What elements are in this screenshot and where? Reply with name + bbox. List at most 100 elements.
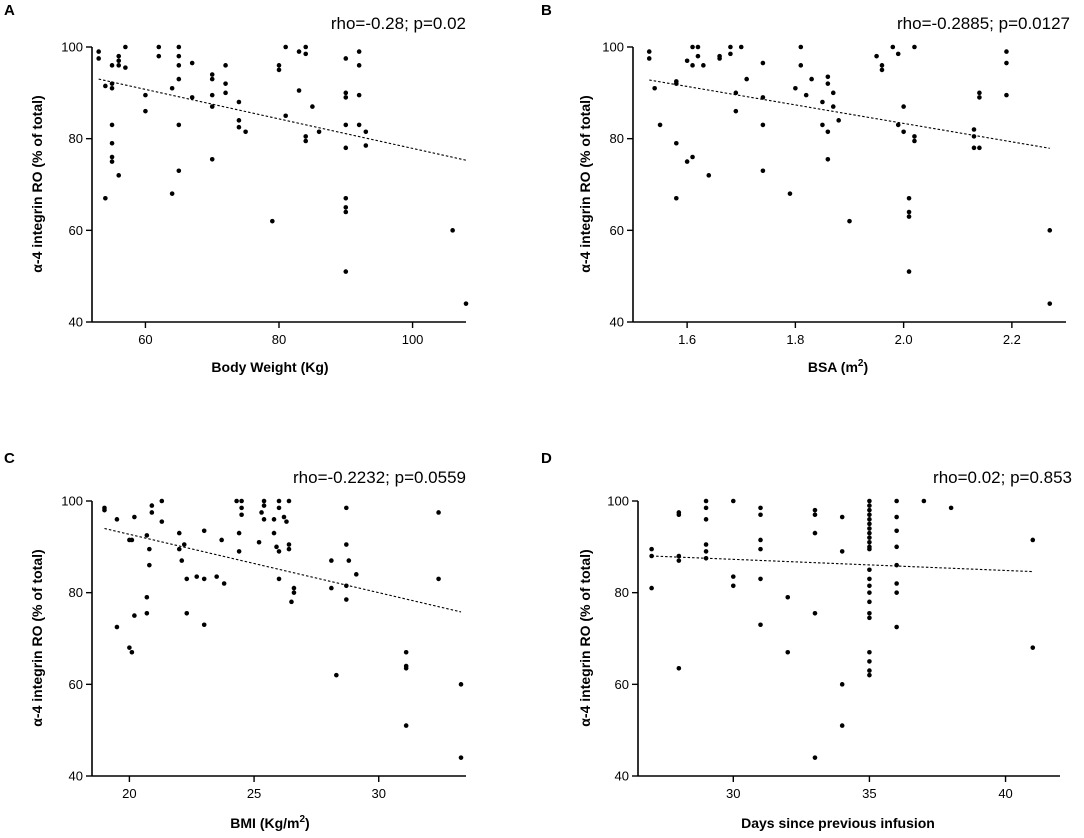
panel-a-data-point [143, 108, 148, 114]
panel-a-data-point [209, 72, 215, 77]
panel-c-data-point [403, 649, 409, 655]
panel-b-x-tick-label: 1.6 [678, 332, 696, 347]
panel-d-data-point [894, 581, 899, 586]
panel-c-x-tick-label: 30 [371, 786, 385, 801]
panel-a-x-tick-label: 60 [138, 332, 152, 347]
panel-c-data-point [329, 585, 334, 591]
panel-d-data-point [867, 583, 872, 589]
panel-a-data-point [96, 49, 101, 54]
panel-a-y-tick-label: 60 [69, 223, 83, 238]
panel-b-data-point [874, 53, 879, 59]
panel-c-data-point [127, 645, 132, 650]
panel-c-data-point [194, 574, 200, 579]
panel-d-data-point [839, 514, 845, 520]
panel-d-data-point [758, 622, 763, 628]
panel-b-data-point [825, 81, 831, 86]
panel-c-data-point [346, 558, 352, 563]
panel-a: A rho=-0.28; p=0.02 α-4 integrin RO (% o… [4, 2, 469, 375]
panel-a-annotation: rho=-0.28; p=0.02 [331, 14, 466, 33]
panel-b-data-point [760, 122, 766, 128]
panel-d-data-point [703, 549, 709, 554]
panel-d-data-point [812, 755, 818, 760]
panel-b-y-tick-label: 100 [602, 40, 624, 55]
panel-d-x-tick-label: 40 [998, 786, 1012, 801]
panel-b-data-point [787, 191, 793, 196]
panel-a-data-point [156, 53, 162, 59]
panel-b-annotation: rho=-0.2885; p=0.0127 [897, 14, 1070, 33]
panel-b-data-point [793, 85, 798, 91]
panel-d-data-point [867, 539, 872, 545]
panel-b-data-point [901, 129, 906, 135]
panel-d-data-point [867, 498, 872, 504]
panel-a-data-point [343, 209, 349, 215]
panel-a-data-point [343, 122, 349, 128]
panel-b-data-point [744, 76, 749, 82]
panel-b-data-point [836, 118, 841, 123]
panel-c-data-point [201, 622, 207, 628]
panel-c-data-point [159, 498, 165, 504]
panel-c-data-point [239, 512, 244, 518]
panel-a-data-point [176, 76, 182, 82]
panel-b-data-point [906, 209, 912, 215]
panel-a-data-point [303, 51, 309, 57]
panel-b-y-tick-label: 80 [610, 131, 624, 146]
panel-d-data-point [649, 553, 654, 559]
panel-d-data-point [894, 528, 899, 534]
panel-a-data-point [169, 85, 175, 91]
panel-d-data-point [703, 555, 709, 561]
panel-d-y-tick-label: 80 [615, 585, 629, 600]
panel-a-data-point [143, 92, 148, 98]
panel-c-data-point [239, 505, 244, 511]
panel-d-data-point [730, 583, 736, 589]
panel-c-data-point [284, 519, 289, 524]
panel-c-data-point [239, 498, 244, 504]
panel-d-data-point [867, 530, 872, 536]
panel-a-data-point [109, 159, 115, 164]
panel-b-data-point [690, 154, 695, 160]
panel-b-data-point [738, 44, 744, 50]
panel-a-data-point [109, 154, 115, 160]
panel-d-data-point [730, 498, 736, 504]
panel-d-data-point [867, 649, 872, 655]
panel-c-x-label-main: BMI (Kg/m [230, 815, 299, 831]
panel-b-data-point [1004, 49, 1009, 54]
panel-a-data-point [176, 168, 182, 174]
panel-d-data-point [867, 672, 872, 678]
panel-a-data-point [103, 83, 108, 89]
panel-d-marks [649, 498, 1036, 760]
panel-d-data-point [867, 610, 872, 616]
panel-a-data-point [283, 44, 288, 50]
panel-d-data-point [867, 507, 872, 513]
panel-c-data-point [181, 542, 187, 547]
panel-c-data-point [149, 503, 155, 508]
panel-c-data-point [159, 519, 165, 524]
panel-a-data-point [209, 156, 215, 162]
panel-a-data-point [176, 44, 182, 50]
panel-d-data-point [758, 546, 763, 552]
panel-c-data-point [276, 576, 282, 582]
panel-c-data-point [102, 507, 107, 513]
panel-d-x-tick-label: 35 [862, 786, 876, 801]
panel-a-data-point [176, 122, 182, 128]
panel-a-data-point [310, 104, 315, 109]
panel-a-data-point [356, 122, 362, 128]
panel-c-data-point [259, 510, 264, 515]
panel-a-y-tick-label: 80 [69, 131, 83, 146]
panel-c-y-tick-label: 60 [69, 677, 83, 692]
panel-a-data-point [343, 269, 349, 274]
panel-c-x-tick-label: 25 [247, 786, 261, 801]
panel-b-data-point [674, 195, 679, 201]
panel-d-data-point [894, 590, 899, 595]
panel-c-data-point [144, 533, 150, 538]
panel-c-annotation: rho=-0.2232; p=0.0559 [293, 468, 466, 487]
panel-d-data-point [894, 624, 899, 630]
panel-c-data-point [179, 558, 185, 563]
panel-c-data-point [403, 665, 409, 671]
panel-d-data-point [867, 535, 872, 540]
panel-d-data-point [839, 723, 845, 728]
panel-a-y-tick-label: 100 [61, 40, 83, 55]
panel-c-data-point [201, 528, 207, 534]
panel-b-data-point [906, 269, 912, 274]
panel-a-data-point [303, 134, 309, 139]
panel-b-data-point [695, 53, 701, 59]
